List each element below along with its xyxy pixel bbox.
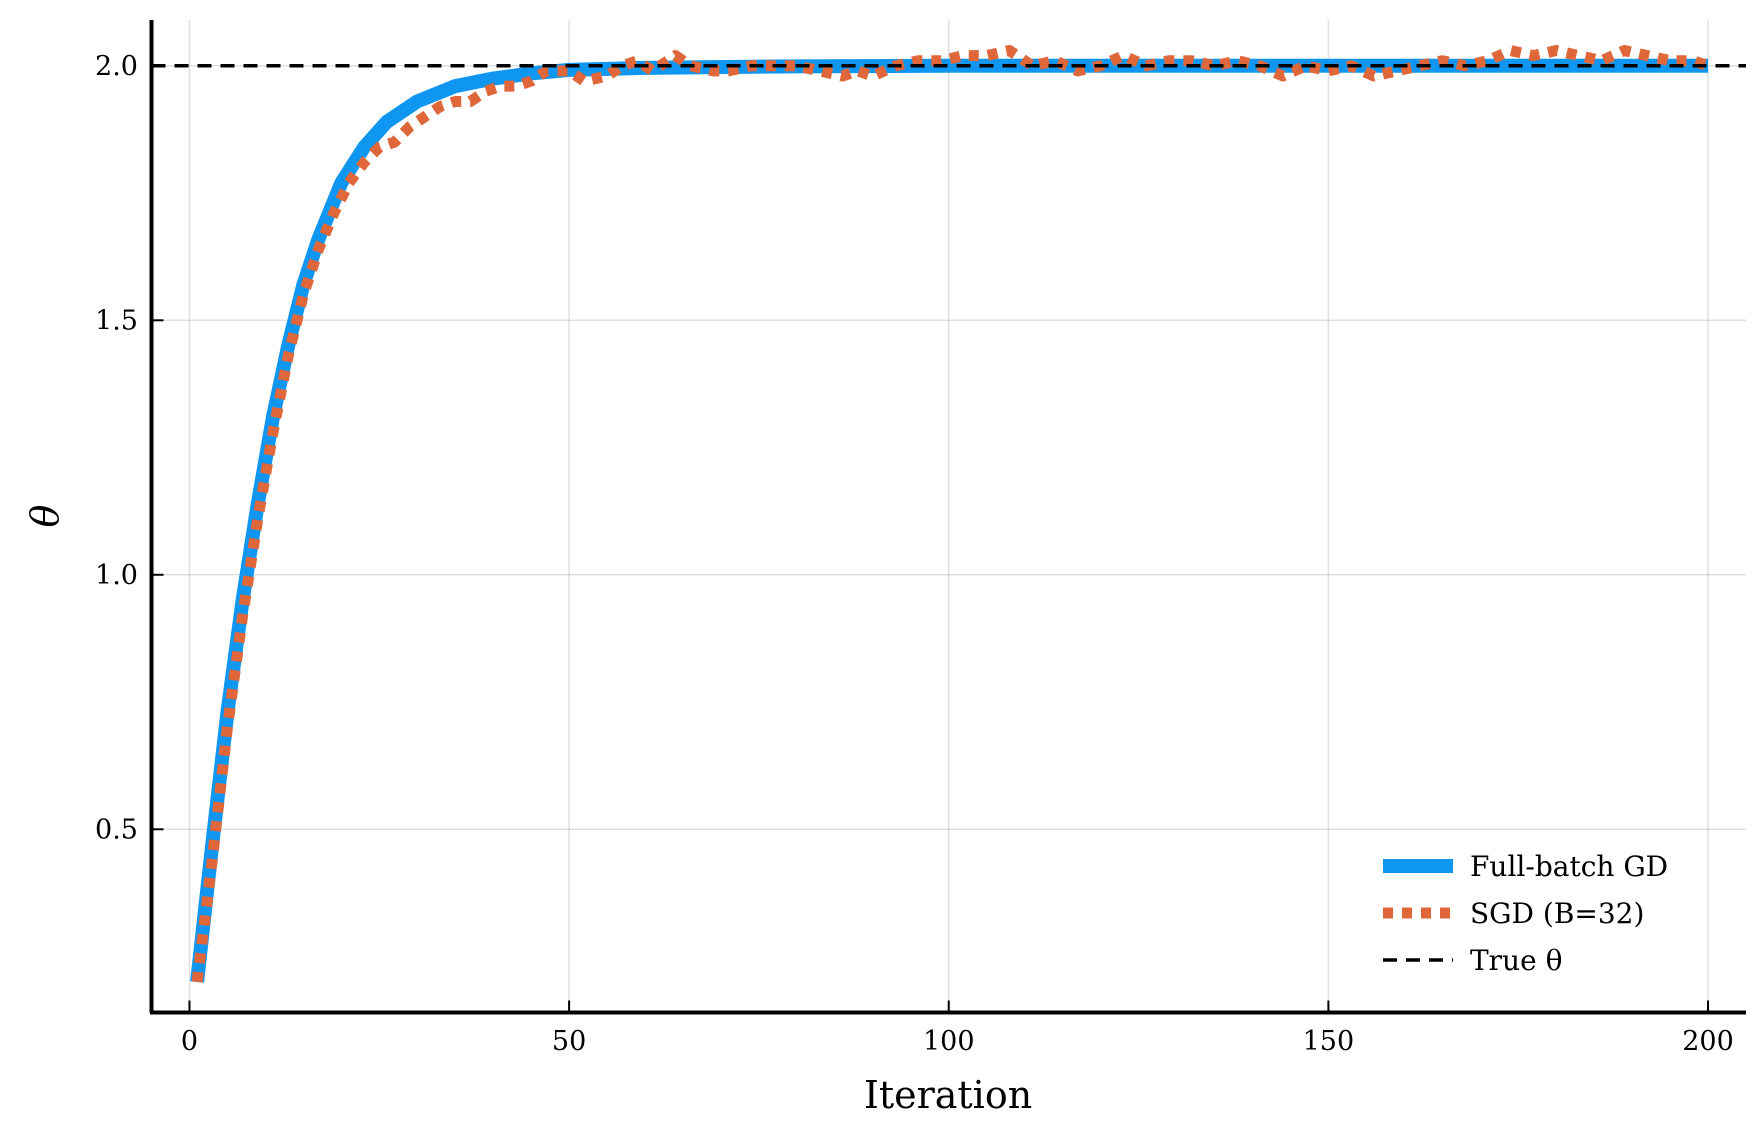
y-tick-label-0: 0.5 [95, 814, 138, 845]
series-line-0 [190, 58, 1709, 983]
x-tick-label-0: 0 [181, 1026, 198, 1057]
y-tick-label-3: 2.0 [95, 51, 138, 82]
legend-label-1: SGD (B=32) [1470, 897, 1644, 930]
legend-label-0: Full-batch GD [1470, 850, 1668, 883]
x-tick-label-1: 50 [552, 1026, 586, 1057]
y-axis-label: θ [23, 504, 67, 527]
series-layer [151, 45, 1746, 983]
legend: Full-batch GD SGD (B=32) True θ [1383, 850, 1668, 977]
y-tick-label-1: 1.0 [95, 560, 138, 591]
y-ticks: 0.5 1.0 1.5 2.0 [95, 51, 164, 845]
y-tick-label-2: 1.5 [95, 305, 138, 336]
x-tick-label-3: 150 [1303, 1026, 1355, 1057]
x-ticks: 0 50 100 150 200 [181, 1000, 1734, 1057]
x-axis-label: Iteration [864, 1073, 1032, 1117]
x-tick-label-4: 200 [1682, 1026, 1734, 1057]
legend-label-2: True θ [1470, 944, 1562, 977]
x-tick-label-2: 100 [923, 1026, 975, 1057]
